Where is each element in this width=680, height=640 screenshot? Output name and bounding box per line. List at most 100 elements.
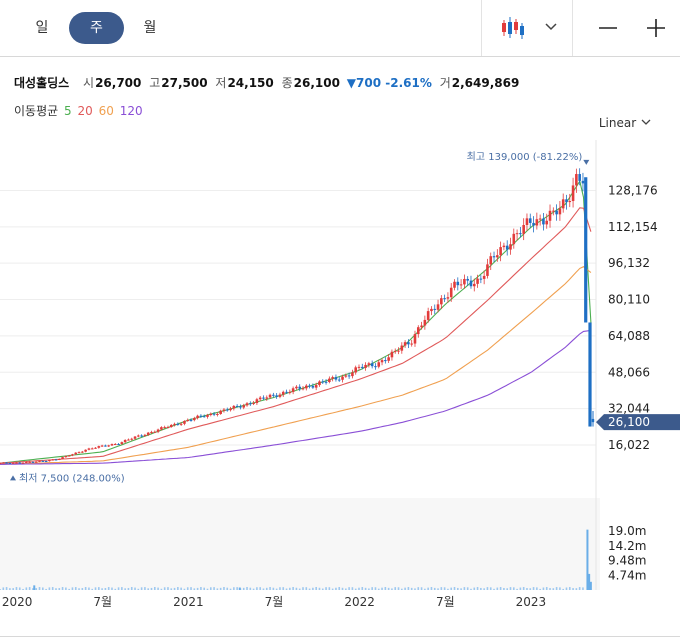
y-tick-label: 16,022 (608, 438, 650, 452)
volume-bar (193, 588, 196, 590)
volume-bar (282, 587, 285, 590)
ma20-legend[interactable]: 20 (77, 104, 93, 118)
volume-bar (18, 587, 21, 590)
volume-bar (84, 587, 87, 590)
candle (581, 180, 585, 184)
close-label: 종 (281, 76, 293, 90)
volume-bar (463, 587, 466, 590)
plus-icon[interactable] (646, 18, 666, 38)
candle (90, 448, 94, 450)
volume-bar (298, 588, 301, 590)
volume-bar (302, 587, 304, 590)
volume-bar (532, 587, 535, 590)
tab-weekly[interactable]: 주 (69, 12, 124, 44)
y-tick-label: 32,044 (608, 402, 650, 416)
scale-mode-dropdown[interactable]: Linear (599, 116, 652, 130)
ma5-legend[interactable]: 5 (64, 104, 72, 118)
volume-bar (341, 587, 344, 590)
candle (54, 459, 58, 461)
volume-bar (506, 588, 509, 590)
y-tick-label: 48,066 (608, 365, 650, 379)
volume-bar (589, 581, 592, 590)
volume-bar (512, 587, 515, 590)
volume-bar (447, 588, 449, 590)
candle (0, 462, 2, 464)
candle (542, 218, 545, 225)
volume-bar (269, 587, 271, 590)
volume-bar (272, 587, 275, 590)
candle (515, 233, 519, 235)
candle (311, 385, 315, 388)
volume-bar (381, 587, 383, 590)
volume-bar (98, 587, 100, 590)
candle (308, 385, 311, 387)
tab-daily[interactable]: 일 (35, 20, 49, 36)
volume-value: 2,649,869 (451, 76, 520, 90)
candle (110, 444, 114, 446)
volume-bar (559, 587, 561, 590)
close-value: 26,100 (293, 76, 340, 90)
volume-bar (140, 587, 143, 590)
volume-bar (401, 588, 403, 590)
candle (153, 431, 157, 433)
candle (193, 418, 196, 421)
candle (196, 415, 199, 419)
candle (120, 442, 124, 445)
volume-bar (437, 588, 439, 590)
volume-bar (295, 587, 298, 590)
volume-bar (351, 587, 354, 590)
candle (8, 462, 12, 464)
candlestick-icon[interactable] (498, 14, 526, 42)
candle (591, 418, 595, 423)
volume-bar (440, 587, 443, 590)
candle (400, 345, 404, 351)
max-marker (583, 159, 590, 165)
candle (538, 218, 542, 220)
candle (463, 278, 466, 285)
ma-line-ma60 (0, 266, 592, 465)
volume-bar (516, 588, 518, 590)
candle (216, 413, 219, 415)
y-tick-label: 112,154 (608, 220, 658, 234)
candle (146, 432, 150, 435)
ma60-legend[interactable]: 60 (98, 104, 114, 118)
stock-info-bar: 대성홀딩스 시26,700 고27,500 저24,150 종26,100 ▼7… (14, 74, 519, 91)
candle (186, 419, 190, 421)
candle (377, 362, 381, 367)
candle (532, 222, 535, 226)
volume-bar (318, 587, 321, 590)
minus-icon[interactable] (598, 18, 618, 38)
candle (262, 397, 265, 399)
candle (528, 218, 532, 223)
tab-monthly[interactable]: 월 (143, 20, 157, 36)
ma120-legend[interactable]: 120 (119, 104, 143, 118)
volume-bar (427, 587, 429, 590)
volume-bar (377, 588, 380, 590)
volume-bar (542, 587, 545, 590)
volume-bar (61, 587, 64, 590)
volume-tick-label: 9.48m (608, 554, 646, 568)
volume-bar (338, 587, 341, 590)
candle (189, 419, 193, 421)
volume-bar (545, 587, 548, 590)
volume-bar (45, 588, 47, 590)
volume-bar (196, 587, 199, 590)
volume-bar (450, 587, 453, 590)
volume-bar (51, 587, 54, 590)
candle (31, 461, 35, 463)
divider (481, 0, 482, 56)
volume-label: 거 (439, 76, 451, 90)
candle (558, 208, 562, 215)
volume-bar (361, 587, 364, 590)
volume-bar (575, 588, 578, 590)
volume-bar (160, 588, 163, 590)
chevron-down-icon[interactable] (543, 18, 559, 34)
candle (160, 427, 163, 430)
volume-bar (331, 588, 334, 590)
candle (397, 350, 400, 352)
volume-bar (12, 588, 14, 590)
candle (229, 408, 232, 411)
candle (34, 461, 38, 463)
candle (390, 351, 394, 358)
